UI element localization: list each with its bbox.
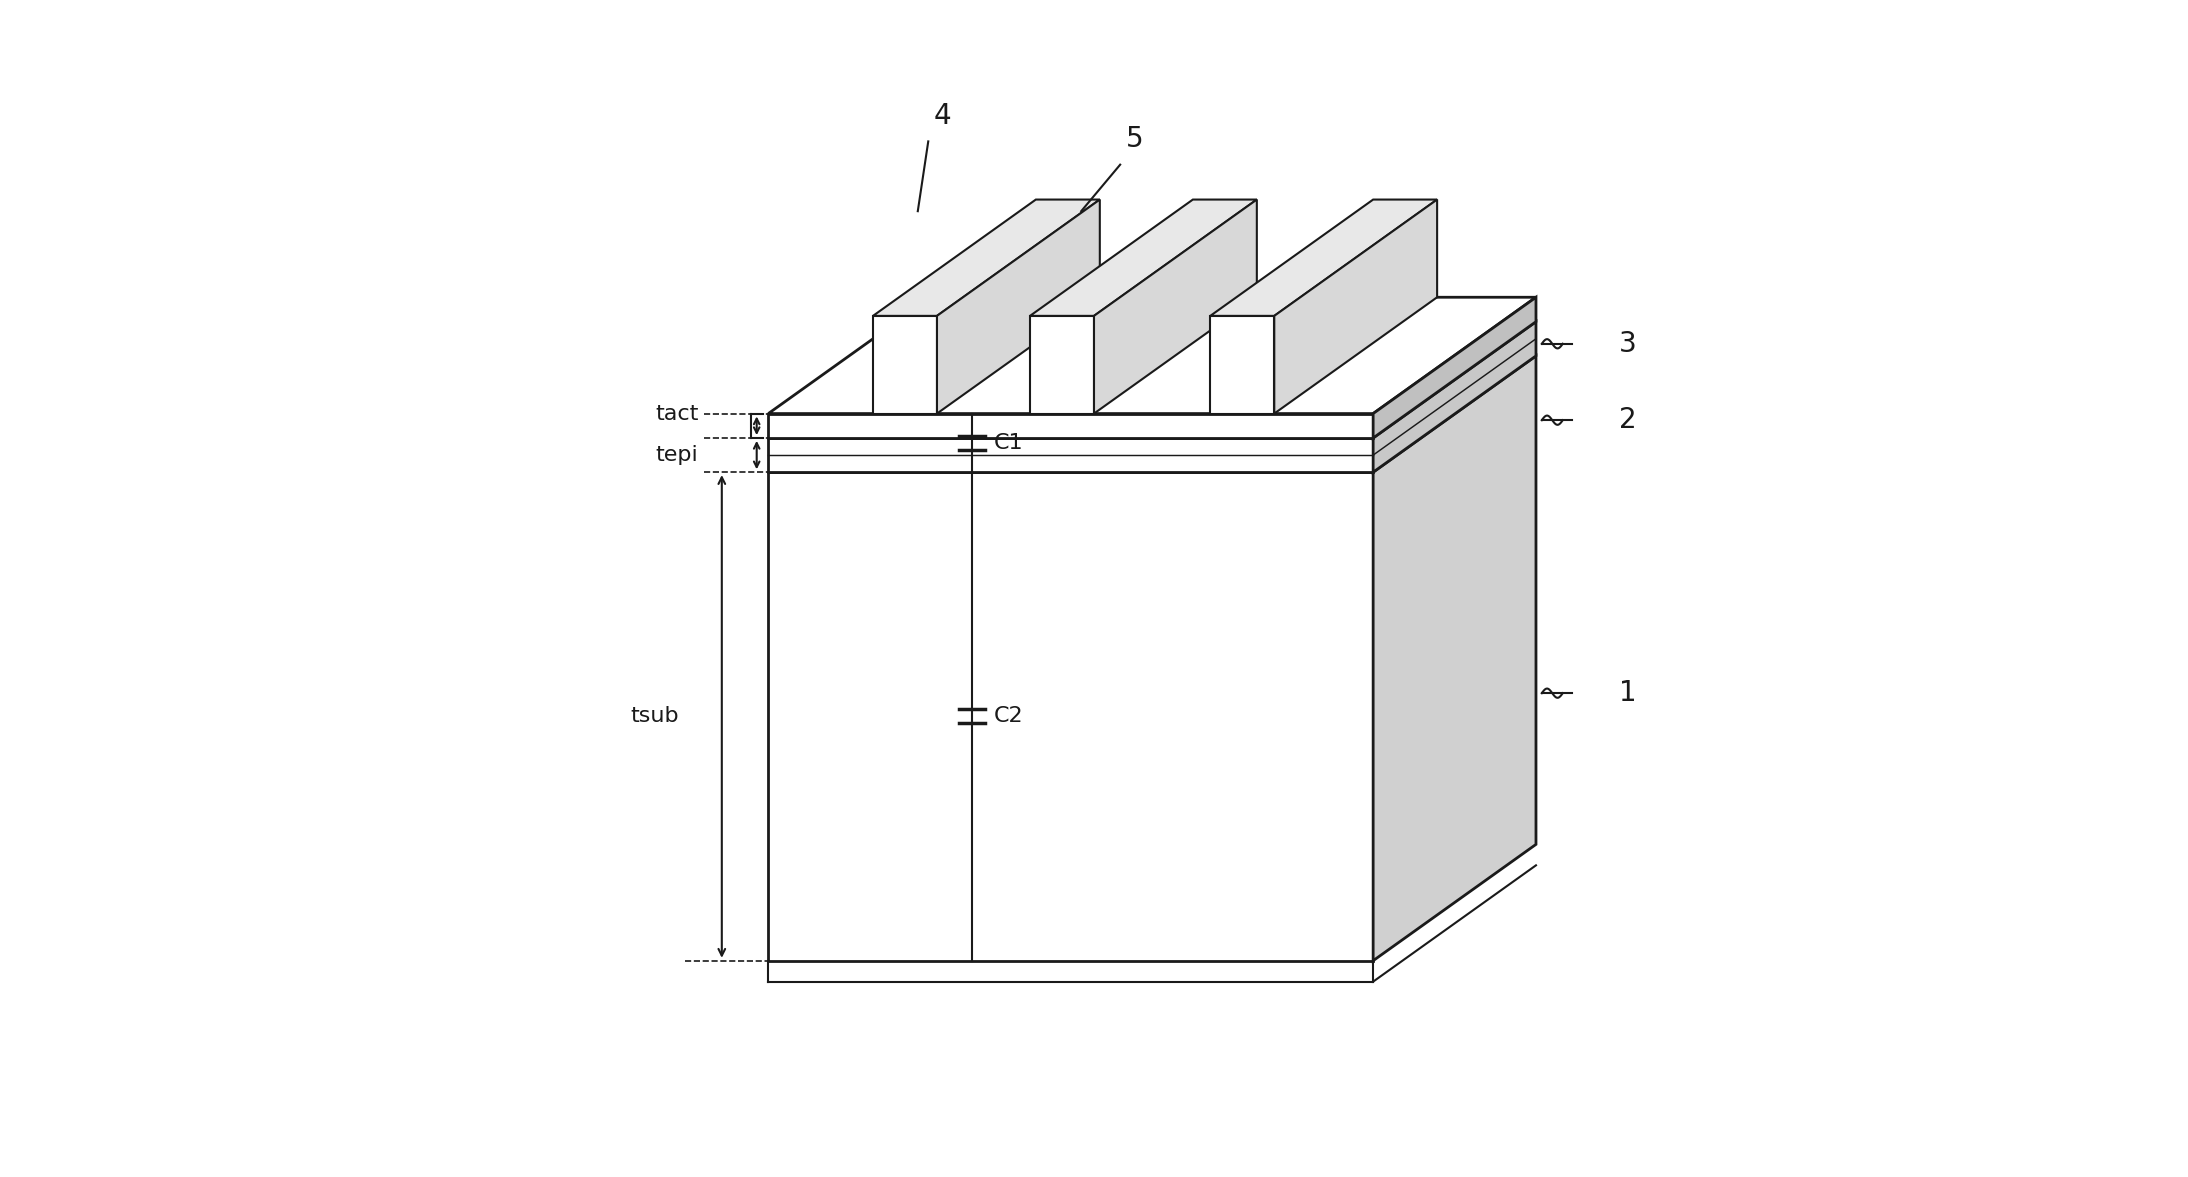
Polygon shape bbox=[1094, 200, 1256, 413]
Polygon shape bbox=[1031, 200, 1256, 315]
Text: 2: 2 bbox=[1619, 406, 1637, 434]
Polygon shape bbox=[1210, 200, 1438, 315]
Polygon shape bbox=[1374, 298, 1536, 438]
Polygon shape bbox=[768, 355, 1536, 472]
Polygon shape bbox=[936, 200, 1101, 413]
Text: 3: 3 bbox=[1619, 330, 1637, 358]
Text: tepi: tepi bbox=[656, 445, 698, 465]
Text: 4: 4 bbox=[934, 101, 952, 129]
Polygon shape bbox=[768, 413, 1374, 438]
Polygon shape bbox=[873, 315, 936, 413]
Polygon shape bbox=[768, 321, 1536, 438]
Text: 5: 5 bbox=[1127, 125, 1144, 153]
Polygon shape bbox=[768, 438, 1374, 472]
Text: C2: C2 bbox=[993, 706, 1024, 726]
Polygon shape bbox=[1374, 355, 1536, 960]
Polygon shape bbox=[1031, 315, 1094, 413]
Text: 1: 1 bbox=[1619, 679, 1637, 707]
Polygon shape bbox=[1273, 200, 1438, 413]
Polygon shape bbox=[768, 298, 1536, 413]
Polygon shape bbox=[1210, 315, 1273, 413]
Polygon shape bbox=[1374, 321, 1536, 472]
Text: tsub: tsub bbox=[630, 706, 678, 726]
Text: C1: C1 bbox=[993, 433, 1024, 453]
Text: tact: tact bbox=[654, 404, 698, 424]
Polygon shape bbox=[768, 472, 1374, 960]
Polygon shape bbox=[873, 200, 1101, 315]
